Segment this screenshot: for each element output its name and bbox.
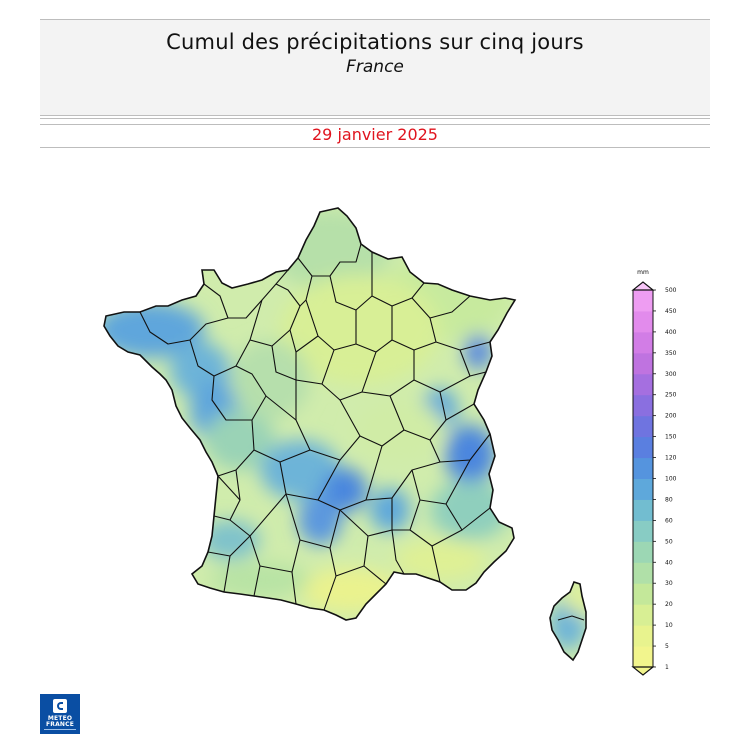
legend-tick-label: 120 — [665, 455, 677, 462]
legend-swatch — [633, 415, 653, 438]
precipitation-field — [104, 208, 586, 660]
legend-swatch — [633, 290, 653, 312]
map-title: Cumul des précipitations sur cinq jours — [166, 30, 584, 54]
legend-tick-label: 300 — [665, 371, 677, 378]
legend-swatch — [633, 457, 653, 479]
legend-swatch — [633, 646, 653, 668]
legend-tick-label: 10 — [665, 622, 673, 629]
logo-line2: FRANCE — [45, 721, 75, 728]
legend-swatch — [633, 436, 653, 459]
legend-tick-label: 50 — [665, 538, 673, 545]
divider — [40, 118, 710, 119]
department-borders — [139, 243, 585, 621]
legend-max-arrow — [631, 281, 655, 291]
legend-swatch — [633, 520, 653, 542]
legend-swatch — [633, 478, 653, 500]
legend-swatch — [633, 373, 653, 396]
legend-swatch — [633, 352, 653, 375]
legend-tick-label: 350 — [665, 350, 677, 357]
legend-swatch — [633, 541, 653, 563]
legend-tick-label: 450 — [665, 308, 677, 315]
legend-min-arrow — [631, 666, 655, 676]
legend-swatch — [633, 583, 653, 605]
meteo-france-logo: METEO FRANCE — [40, 694, 80, 734]
legend-unit: mm — [637, 269, 649, 276]
legend-swatch — [633, 625, 653, 647]
legend-tick-label: 40 — [665, 559, 673, 566]
color-legend: mm 1 5 10 20 30 40 50 60 80 100 120 150 200 250 300 350 4… — [631, 269, 677, 676]
title-banner: Cumul des précipitations sur cinq jours … — [40, 19, 710, 116]
date-banner: 29 janvier 2025 — [40, 124, 710, 148]
legend-tick-label: 250 — [665, 392, 677, 399]
legend-swatch — [633, 310, 653, 333]
legend-swatch — [633, 604, 653, 626]
legend-tick-label: 500 — [665, 287, 677, 294]
legend-tick-label: 150 — [665, 434, 677, 441]
legend-tick-label: 20 — [665, 601, 673, 608]
legend-tick-label: 1 — [665, 664, 669, 671]
logo-mark-icon — [53, 699, 67, 713]
logo-underline — [44, 729, 76, 730]
legend-tick-label: 5 — [665, 643, 669, 650]
logo-line1: METEO — [47, 715, 73, 722]
legend-swatch — [633, 499, 653, 521]
legend-tick-label: 30 — [665, 580, 673, 587]
legend-swatch — [633, 562, 653, 584]
legend-tick-label: 60 — [665, 517, 673, 524]
legend-tick-label: 400 — [665, 329, 677, 336]
legend-tick-label: 100 — [665, 476, 677, 483]
map-subtitle: France — [346, 57, 404, 77]
legend-tick-label: 80 — [665, 496, 673, 503]
legend-tick-label: 200 — [665, 413, 677, 420]
legend-swatch — [633, 394, 653, 417]
legend-swatch — [633, 331, 653, 354]
map-date: 29 janvier 2025 — [312, 125, 438, 144]
